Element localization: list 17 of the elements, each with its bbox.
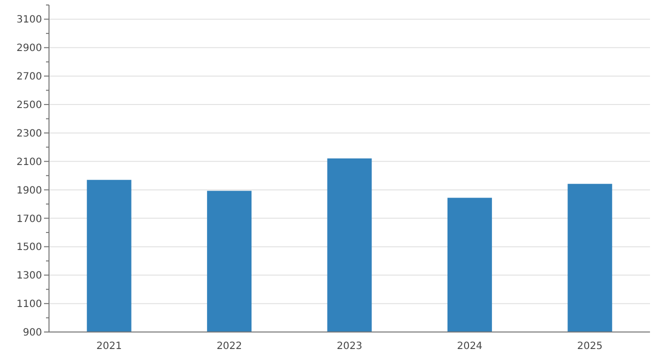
y-tick-label: 1700	[16, 214, 42, 225]
y-tick-label: 3100	[16, 14, 42, 26]
y-tick-label: 2500	[16, 100, 42, 112]
y-tick-label: 1100	[16, 299, 42, 310]
y-tick-label: 900	[22, 328, 42, 338]
x-tick-label: 2024	[456, 341, 482, 352]
y-tick-label: 1900	[16, 185, 42, 196]
x-tick-label: 2023	[336, 341, 362, 352]
x-tick-label: 2021	[96, 341, 122, 352]
y-tick-label: 2100	[16, 156, 42, 168]
y-tick-label: 1300	[16, 270, 42, 282]
y-tick-label: 1500	[16, 242, 42, 254]
x-tick-label: 2025	[577, 341, 603, 352]
y-tick-label: 2300	[16, 128, 42, 140]
y-tick-label: 2700	[16, 72, 42, 83]
y-tick-label: 2900	[16, 43, 42, 54]
x-tick-label: 2022	[216, 341, 242, 352]
